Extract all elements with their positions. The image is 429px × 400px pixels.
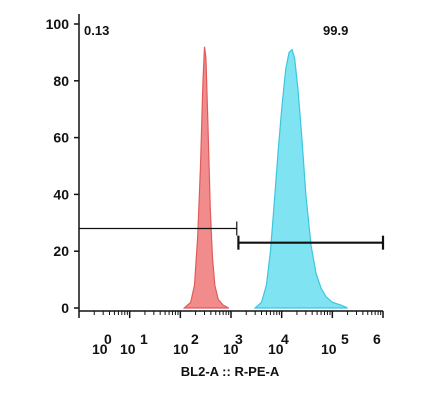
histogram-areas (182, 46, 348, 309)
axes (74, 14, 384, 318)
x-tick-label-exponent: 0 (104, 331, 112, 347)
x-tick-label-base: 10 (173, 341, 189, 357)
histogram-series-2 (253, 48, 348, 309)
x-tick-label-exponent: 6 (373, 331, 381, 347)
x-tick-label-base: 10 (223, 341, 239, 357)
x-tick-label-base: 10 (120, 341, 136, 357)
histogram-series-1 (182, 46, 229, 309)
x-axis-label: BL2-A :: R-PE-A (181, 364, 280, 379)
x-tick-label-exponent: 4 (281, 331, 289, 347)
x-tick-label-base: 10 (321, 341, 337, 357)
gate-lines: 0.13 99.9 (79, 23, 385, 250)
y-tick-label: 40 (53, 186, 69, 202)
y-tick-label: 20 (53, 243, 69, 259)
x-tick-label-exponent: 3 (235, 331, 243, 347)
x-tick-label-exponent: 1 (140, 331, 148, 347)
y-tick-label: 60 (53, 130, 69, 146)
y-tick-label: 80 (53, 73, 69, 89)
x-tick-label-base: 10 (92, 341, 108, 357)
y-tick-label: 0 (61, 300, 69, 316)
x-tick-label-exponent: 5 (341, 331, 349, 347)
x-tick-label-exponent: 2 (191, 331, 199, 347)
y-tick-label: 100 (46, 16, 70, 32)
x-tick-label-base: 10 (268, 341, 284, 357)
gate-percent-label: 0.13 (84, 23, 109, 38)
gate-percent-label: 99.9 (323, 23, 348, 38)
